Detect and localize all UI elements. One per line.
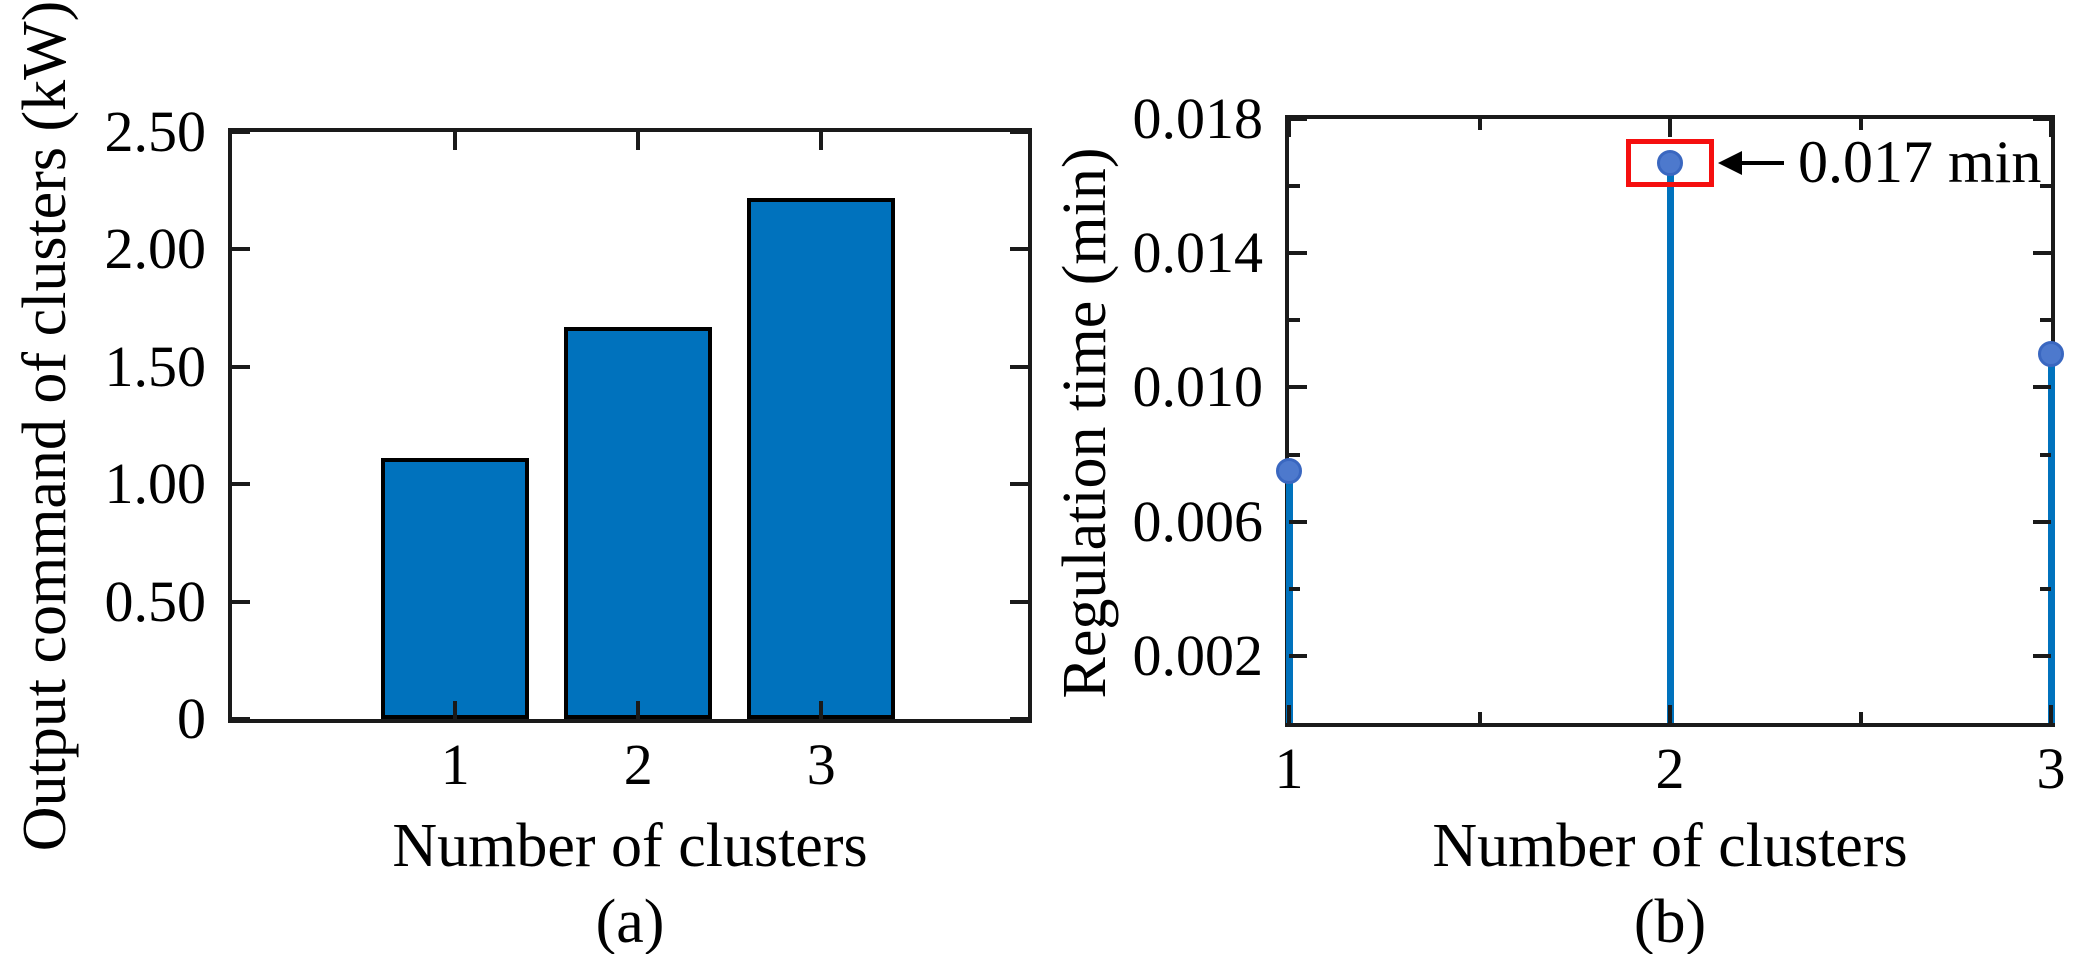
annotation-arrow-shaft	[1740, 160, 1784, 165]
bar-cluster-3	[747, 197, 896, 719]
panel-a-y-tick-label: 0	[177, 686, 206, 751]
panel-b-x-tick-label: 2	[1655, 736, 1685, 801]
panel-b-y-tick	[1289, 452, 1300, 457]
stem-cluster-1	[1285, 471, 1293, 723]
panel-a-y-tick	[232, 130, 250, 134]
panel-b-y-tick	[1289, 586, 1300, 591]
panel-b-x-tick	[2049, 119, 2053, 137]
panel-b-y-tick-label: 0.006	[1132, 488, 1264, 554]
panel-b-y-tick	[2040, 184, 2051, 189]
panel-a-y-tick-label: 2.00	[104, 216, 207, 282]
panel-b-y-tick	[1289, 117, 1307, 121]
panel-b-x-tick	[1668, 119, 1672, 137]
panel-b-y-tick-label: 0.018	[1132, 86, 1264, 151]
panel-b-x-tick-label: 1	[1274, 736, 1304, 801]
panel-a-x-tick	[636, 701, 641, 719]
panel-a-y-tick-label: 1.50	[104, 333, 207, 399]
panel-a-y-tick	[232, 599, 250, 604]
panel-a-y-tick	[1010, 717, 1028, 721]
panel-b-y-tick	[2033, 653, 2051, 658]
panel-b-y-tick	[1289, 385, 1307, 390]
panel-a-y-tick	[232, 247, 250, 252]
bar-cluster-1	[381, 458, 530, 719]
panel-b-x-axis-label: Number of clusters	[1432, 812, 1908, 880]
panel-b-x-tick	[1477, 712, 1482, 723]
panel-a-x-tick-label: 3	[806, 732, 836, 797]
annotation-arrow-head	[1718, 150, 1742, 175]
panel-a-x-tick	[819, 701, 824, 719]
panel-b-x-tick	[1477, 119, 1482, 130]
panel-a-x-tick-label: 1	[440, 732, 470, 797]
panel-b-x-tick	[1858, 119, 1863, 130]
panel-a-y-tick-label: 2.50	[104, 99, 207, 164]
stem-cluster-2	[1666, 162, 1674, 723]
panel-b-caption: (b)	[1633, 888, 1707, 954]
stem-cluster-3	[2047, 353, 2055, 723]
panel-b-y-tick	[2033, 385, 2051, 390]
panel-b-x-tick	[1858, 712, 1863, 723]
panel-b-y-tick	[2033, 519, 2051, 524]
panel-b-y-tick	[1289, 519, 1307, 524]
annotation-highlight-box	[1626, 138, 1714, 187]
panel-a-caption: (a)	[595, 888, 665, 954]
stem-marker-cluster-3	[2038, 340, 2064, 367]
panel-a-x-tick	[819, 132, 824, 150]
panel-a-y-tick-label: 0.50	[104, 568, 207, 634]
panel-a-y-tick	[232, 717, 250, 721]
panel-b-x-tick-label: 3	[2036, 736, 2066, 801]
panel-b-y-tick	[1289, 653, 1307, 658]
panel-a-y-tick	[1010, 247, 1028, 252]
panel-b-y-tick	[1289, 184, 1300, 189]
bar-cluster-2	[564, 326, 713, 719]
panel-b-x-tick	[1287, 705, 1291, 723]
panel-b-y-tick	[2033, 251, 2051, 256]
panel-b-y-tick	[2033, 117, 2051, 121]
panel-b-y-tick-label: 0.014	[1132, 220, 1264, 286]
annotation-label: 0.017 min	[1798, 128, 2042, 195]
panel-a-x-tick	[453, 701, 458, 719]
panel-b-y-tick-label: 0.002	[1132, 622, 1264, 688]
stem-marker-cluster-2	[1657, 149, 1683, 176]
panel-b-y-tick	[1289, 251, 1307, 256]
panel-a-x-tick-label: 2	[623, 732, 653, 797]
stem-marker-cluster-1	[1276, 458, 1302, 485]
panel-a-y-tick	[232, 364, 250, 369]
panel-a-x-axis-label: Number of clusters	[392, 812, 868, 880]
panel-a-y-tick	[1010, 599, 1028, 604]
panel-b-y-tick	[2040, 586, 2051, 591]
panel-a-x-tick	[636, 132, 641, 150]
panel-a-y-tick	[1010, 130, 1028, 134]
panel-a-y-tick	[232, 482, 250, 487]
panel-b-y-tick	[1289, 318, 1300, 323]
panel-b-x-tick	[1287, 119, 1291, 137]
panel-a-y-tick	[1010, 482, 1028, 487]
panel-b-y-tick-label: 0.010	[1132, 354, 1264, 420]
panel-a-y-tick	[1010, 364, 1028, 369]
panel-b-y-tick	[2040, 452, 2051, 457]
panel-b-y-tick	[2040, 318, 2051, 323]
panel-b-x-tick	[1668, 705, 1672, 723]
panel-a-x-tick	[453, 132, 458, 150]
panel-a-y-tick-label: 1.00	[104, 451, 207, 517]
panel-b-x-tick	[2049, 705, 2053, 723]
